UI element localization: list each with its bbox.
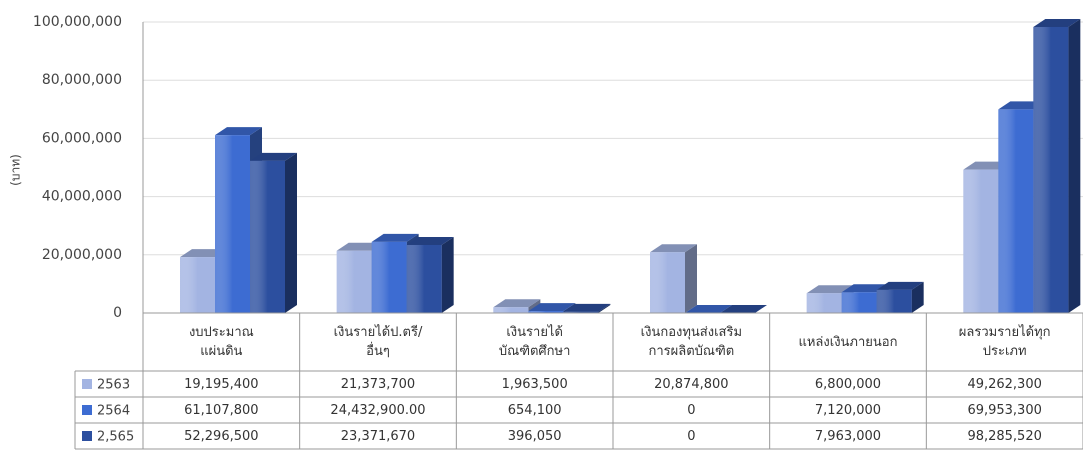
category-label: เงินรายได้ บัณฑิตศึกษา [498, 325, 571, 359]
category-label: แหล่งเงินภายนอก [798, 334, 898, 350]
table-value: 0 [687, 402, 696, 418]
legend-label: 2564 [97, 404, 130, 419]
bar-shade [528, 311, 564, 313]
y-axis-label: (บาท) [9, 154, 23, 186]
bar-top [685, 305, 732, 313]
bar-top [720, 305, 767, 313]
table-value: 20,874,800 [654, 376, 729, 392]
table-value: 654,100 [507, 402, 562, 418]
bar-side [685, 244, 697, 313]
table-value: 7,963,000 [814, 428, 882, 444]
table-value: 396,050 [507, 428, 562, 444]
bar-shade [371, 241, 407, 313]
bar-side [1068, 18, 1081, 314]
bar-shade [963, 169, 999, 313]
legend-label: 2563 [97, 378, 130, 393]
legend-label: 2,565 [97, 430, 134, 445]
bar-shade [215, 135, 250, 313]
bar-side [441, 236, 454, 313]
y-tick-label: 0 [113, 305, 122, 321]
bar-shade [250, 160, 285, 313]
y-tick-label: 40,000,000 [42, 189, 122, 205]
bar-shade [841, 292, 877, 313]
category-label: ผลรวมรายได้ทุก ประเภท [958, 325, 1051, 359]
bar-shade [998, 109, 1034, 313]
bar-side [285, 152, 297, 313]
bar-side [911, 281, 924, 313]
table-value: 98,285,520 [967, 428, 1042, 444]
bar-top [650, 244, 697, 253]
bar-shade [563, 311, 599, 313]
table-value: 61,107,800 [184, 402, 259, 418]
y-tick-label: 80,000,000 [42, 72, 122, 88]
category-label: งบประมาณ แผ่นดิน [188, 325, 254, 359]
category-label: เงินกองทุนส่งเสริม การผลิตบัณฑิต [640, 325, 743, 359]
bar-side [598, 303, 611, 313]
y-tick-label: 60,000,000 [42, 130, 122, 146]
y-tick-label: 20,000,000 [42, 247, 122, 263]
bar-top [493, 299, 541, 308]
bar-shade [876, 289, 912, 313]
category-label: เงินรายได้ป.ตรี/ อื่นๆ [333, 325, 423, 359]
bar-top [806, 285, 854, 294]
bar-shade [1033, 26, 1069, 314]
bar-top [406, 236, 454, 245]
table-value: 19,195,400 [184, 376, 259, 392]
table-value: 7,120,000 [814, 402, 882, 418]
bar-top [1033, 18, 1081, 27]
bar-shade [336, 250, 372, 313]
table-value: 1,963,500 [501, 376, 568, 392]
table-value: 0 [687, 428, 696, 444]
bar-top [528, 303, 576, 312]
table-value: 23,371,670 [340, 428, 416, 444]
bar-top [563, 303, 611, 312]
table-value: 21,373,700 [340, 376, 416, 392]
bar-top [371, 233, 419, 242]
legend-swatch [82, 379, 92, 389]
legend-swatch [82, 405, 92, 415]
bar-shade [806, 293, 842, 313]
bar-top [250, 152, 297, 161]
bar-shade [493, 307, 529, 313]
bar-top [215, 127, 262, 136]
legend-swatch [82, 431, 92, 441]
bar-shade [406, 244, 442, 313]
table-value: 24,432,900.00 [330, 402, 426, 418]
table-value: 49,262,300 [967, 376, 1042, 392]
bar-top [876, 281, 924, 290]
table-value: 6,800,000 [814, 376, 882, 392]
bar-shade [650, 252, 685, 313]
table-value: 52,296,500 [184, 428, 259, 444]
y-tick-label: 100,000,000 [33, 14, 122, 30]
table-value: 69,953,300 [967, 402, 1042, 418]
bar-shade [180, 257, 215, 313]
